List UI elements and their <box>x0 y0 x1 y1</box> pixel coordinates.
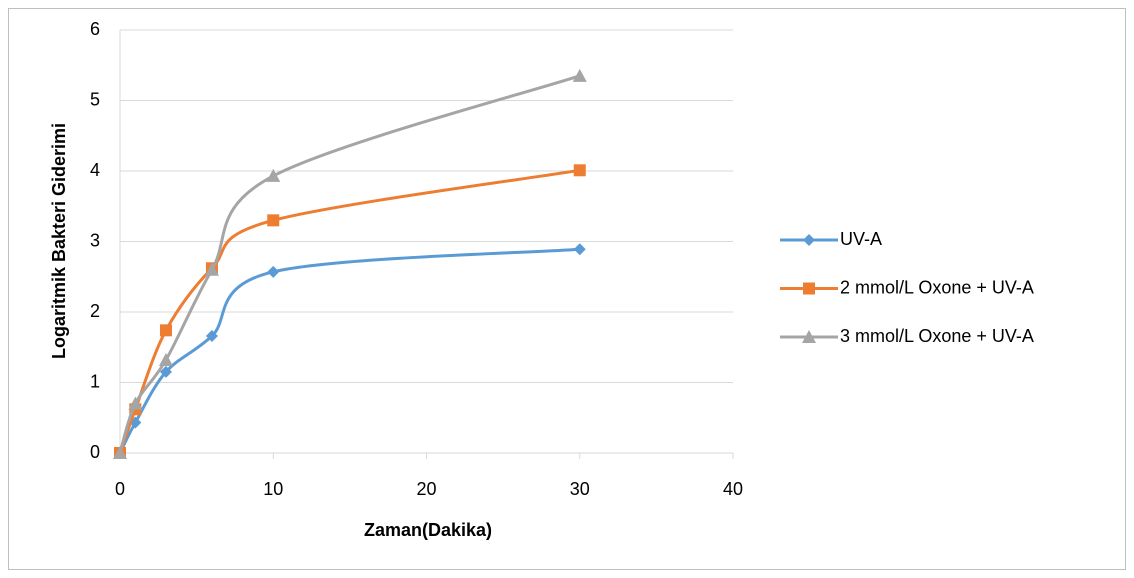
marker <box>158 352 173 366</box>
marker <box>573 243 586 256</box>
legend-label: UV-A <box>840 229 882 249</box>
y-tick-label: 3 <box>90 230 100 250</box>
x-tick-label: 30 <box>570 479 590 499</box>
marker <box>159 365 172 378</box>
y-tick-label: 5 <box>90 89 100 109</box>
y-tick-label: 1 <box>90 371 100 391</box>
marker <box>573 164 586 177</box>
marker <box>572 68 587 82</box>
x-tick-label: 0 <box>115 479 125 499</box>
y-axis-title: Logaritmik Bakteri Giderimi <box>49 123 69 359</box>
legend-label: 2 mmol/L Oxone + UV-A <box>840 277 1034 297</box>
y-tick-label: 6 <box>90 19 100 39</box>
marker <box>204 262 219 276</box>
marker <box>266 168 281 182</box>
marker <box>113 446 127 459</box>
marker <box>205 329 218 342</box>
legend-label: 3 mmol/L Oxone + UV-A <box>840 326 1034 346</box>
y-tick-label: 0 <box>90 442 100 462</box>
marker <box>267 265 280 278</box>
x-tick-label: 40 <box>723 479 743 499</box>
marker <box>267 214 280 227</box>
y-tick-label: 4 <box>90 160 100 180</box>
x-tick-label: 20 <box>416 479 436 499</box>
marker <box>802 330 816 343</box>
marker <box>128 396 143 410</box>
marker <box>159 324 172 337</box>
x-axis-title: Zaman(Dakika) <box>364 520 492 540</box>
y-tick-label: 2 <box>90 301 100 321</box>
x-tick-label: 10 <box>263 479 283 499</box>
marker <box>803 282 815 295</box>
marker <box>803 234 815 246</box>
